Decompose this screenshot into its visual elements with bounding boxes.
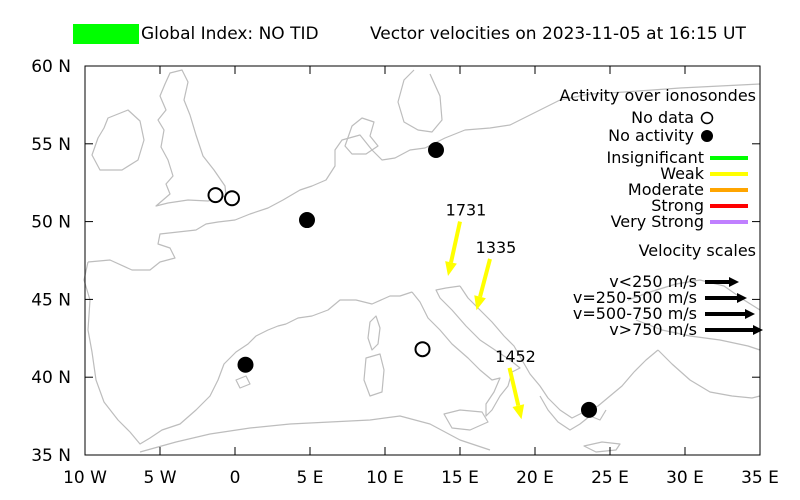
legend-scale-label: v<250 m/s <box>609 272 697 291</box>
x-axis-labels: 10 W 5 W 0 5 E 10 E 15 E 20 E 25 E 30 E 35 E <box>63 468 779 488</box>
legend-velocity-title: Velocity scales <box>639 241 756 260</box>
legend-scale-arrowhead <box>753 325 763 335</box>
global-index-label: Global Index: NO TID <box>141 24 319 44</box>
legend-no-data-label: No data <box>631 108 694 127</box>
vector-label: 1452 <box>495 347 536 366</box>
velocity-vectors: 1731 1335 1452 <box>445 201 536 420</box>
coastlines <box>83 69 761 453</box>
ionosonde-no-activity-marker <box>237 356 254 373</box>
legend-level-label: Insignificant <box>607 148 704 167</box>
vector-shaft <box>449 221 462 263</box>
ionosonde-no-activity-marker <box>581 401 597 418</box>
y-tick-label: 55 N <box>31 135 71 155</box>
vector-arrowhead <box>474 295 486 311</box>
x-tick-label: 0 <box>230 468 241 488</box>
plot-frame <box>84 65 761 456</box>
legend-scale-arrowhead <box>729 277 739 287</box>
ionosonde-no-activity-marker <box>299 212 315 229</box>
x-tick-label: 30 E <box>666 468 704 488</box>
legend-scale-label: v>750 m/s <box>609 320 697 339</box>
vector-label: 1731 <box>446 201 487 220</box>
vector-arrowhead <box>445 261 457 277</box>
x-tick-label: 5 E <box>297 468 324 488</box>
ionosonde-no-data-marker <box>207 187 224 204</box>
legend-scale-label: v=500-750 m/s <box>573 304 697 323</box>
ionosonde-no-activity-marker <box>428 142 444 159</box>
legend-level-label: Moderate <box>628 180 704 199</box>
y-tick-label: 45 N <box>31 290 71 310</box>
legend-velocity-scales: v<250 m/sv=250-500 m/sv=500-750 m/sv>750… <box>573 272 763 339</box>
legend-no-data-marker <box>700 111 714 125</box>
x-tick-label: 35 E <box>741 468 779 488</box>
global-index-swatch <box>73 24 139 44</box>
vector-label: 1335 <box>476 238 517 257</box>
y-axis-labels: 35 N 40 N 45 N 50 N 55 N 60 N <box>31 57 71 466</box>
map-title: Vector velocities on 2023-11-05 at 16:15… <box>370 24 747 44</box>
legend: Activity over ionosondes No data No acti… <box>560 86 763 339</box>
legend-scale-label: v=250-500 m/s <box>573 288 697 307</box>
legend-level-label: Strong <box>651 196 704 215</box>
legend-activity-title: Activity over ionosondes <box>560 86 756 105</box>
vector-shaft <box>478 258 492 298</box>
y-tick-label: 60 N <box>31 57 71 77</box>
x-tick-label: 20 E <box>516 468 554 488</box>
axis-ticks <box>84 65 761 456</box>
legend-no-activity-marker <box>701 130 713 142</box>
ionosonde-stations <box>207 142 597 418</box>
vector-shaft <box>507 367 521 407</box>
legend-scale-arrowhead <box>745 309 755 319</box>
legend-level-label: Very Strong <box>611 212 704 231</box>
ionosonde-no-data-marker <box>414 341 431 358</box>
legend-no-activity-label: No activity <box>608 126 694 145</box>
ionosonde-no-data-marker <box>224 190 240 207</box>
legend-level-label: Weak <box>660 164 705 183</box>
y-tick-label: 35 N <box>31 446 71 466</box>
x-tick-label: 10 W <box>63 468 107 488</box>
legend-scale-arrowhead <box>737 293 747 303</box>
y-tick-label: 50 N <box>31 213 71 233</box>
x-tick-label: 10 E <box>366 468 404 488</box>
x-tick-label: 25 E <box>591 468 629 488</box>
x-tick-label: 5 W <box>143 468 176 488</box>
x-tick-label: 15 E <box>441 468 479 488</box>
y-tick-label: 40 N <box>31 368 71 388</box>
vector-arrowhead <box>512 404 525 420</box>
